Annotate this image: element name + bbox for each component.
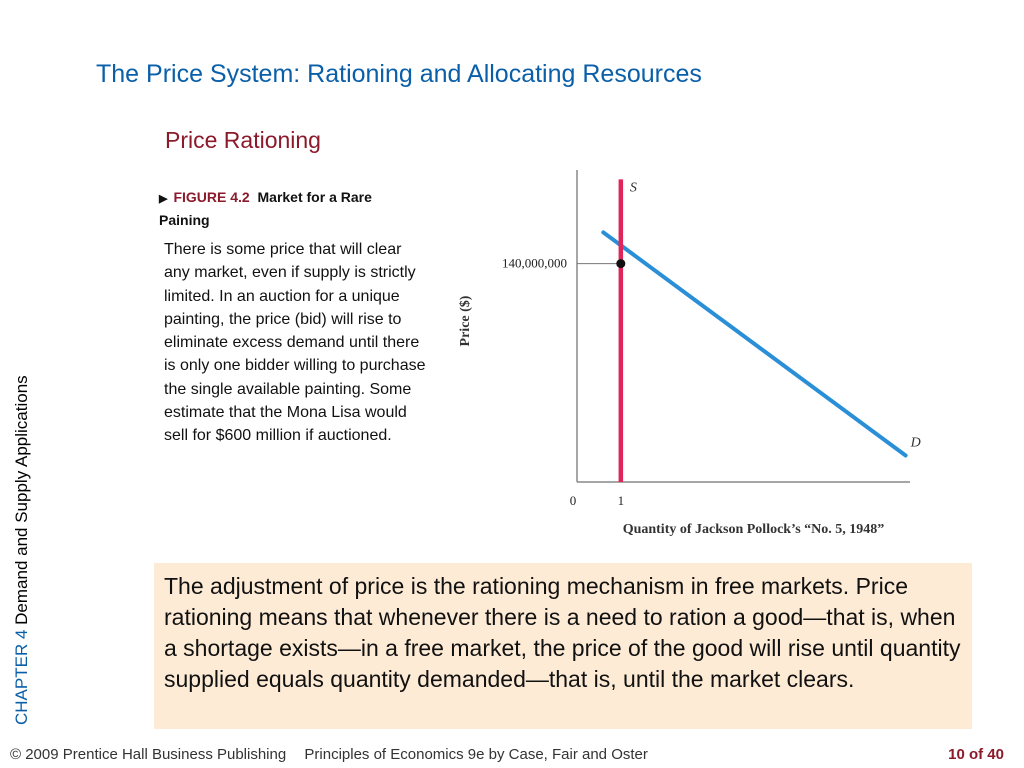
footer-credits: © 2009 Prentice Hall Business Publishing…: [10, 746, 648, 763]
callout-box: The adjustment of price is the rationing…: [154, 563, 972, 729]
supply-demand-chart: 140,000,000 0 1 S D Price ($) Quantity o…: [458, 170, 921, 537]
chapter-number: CHAPTER 4: [12, 629, 31, 725]
footer-book: Principles of Economics 9e by Case, Fair…: [304, 746, 648, 763]
chapter-label: CHAPTER 4 Demand and Supply Applications: [12, 285, 36, 725]
figure-number: FIGURE 4.2: [173, 189, 250, 205]
slide-subtitle: Price Rationing: [165, 127, 321, 153]
figure-caption: ▶ FIGURE 4.2 Market for a Rare Paining: [159, 187, 409, 231]
y-axis-title: Price ($): [458, 295, 473, 346]
chapter-title: Demand and Supply Applications: [12, 375, 31, 625]
figure-description: There is some price that will clear any …: [164, 241, 426, 445]
y-tick-label: 140,000,000: [502, 256, 567, 271]
slide-title: The Price System: Rationing and Allocati…: [96, 60, 702, 88]
demand-curve: [601, 230, 908, 458]
page-number: 10 of 40: [948, 746, 1004, 763]
demand-label: D: [910, 435, 921, 450]
equilibrium-point: [616, 259, 626, 269]
x-tick-label: 0: [570, 493, 577, 508]
footer-copyright: © 2009 Prentice Hall Business Publishing: [10, 746, 287, 763]
figure-title: Market for a Rare Paining: [159, 189, 372, 228]
x-axis-title: Quantity of Jackson Pollock’s “No. 5, 19…: [623, 522, 885, 537]
triangle-right-icon: ▶: [159, 193, 168, 205]
supply-label: S: [630, 180, 637, 195]
x-tick-label: 1: [618, 493, 625, 508]
